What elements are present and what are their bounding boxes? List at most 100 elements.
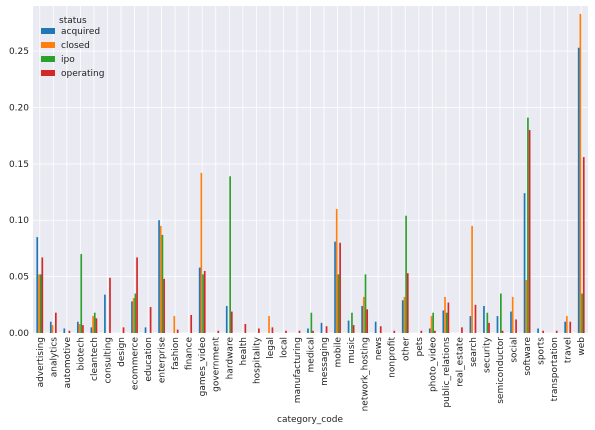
bar-operating xyxy=(447,302,450,333)
x-tick-label: web xyxy=(577,337,587,356)
bar-operating xyxy=(203,270,206,333)
bar-ipo xyxy=(445,312,448,333)
y-tick-label: 0.25 xyxy=(9,47,29,57)
bar-operating xyxy=(95,318,98,333)
legend-label-ipo: ipo xyxy=(61,55,75,65)
bar-operating xyxy=(569,321,572,333)
bar-operating xyxy=(434,330,436,333)
bar-operating xyxy=(149,307,152,333)
legend-swatch-closed xyxy=(41,42,55,48)
x-tick-label: real_estate xyxy=(455,337,465,387)
bar-ipo xyxy=(202,274,204,333)
bar-closed xyxy=(173,316,176,333)
bar-acquired xyxy=(104,294,106,333)
x-tick-label: finance xyxy=(185,337,195,371)
bar-operating xyxy=(122,327,125,333)
bar-acquired xyxy=(334,241,336,333)
x-tick-label: transportation xyxy=(550,337,560,401)
x-tick-label: consulting xyxy=(103,337,113,384)
bar-closed xyxy=(200,172,203,333)
bar-acquired xyxy=(442,310,445,333)
bar-operating xyxy=(474,304,477,333)
bar-acquired xyxy=(428,328,431,333)
y-tick-label: 0.05 xyxy=(9,273,29,283)
bar-ipo xyxy=(581,293,583,333)
bar-acquired xyxy=(469,316,472,333)
x-tick-label: legal xyxy=(266,337,276,359)
x-tick-label: hospitality xyxy=(252,336,262,384)
bar-ipo xyxy=(500,293,502,333)
bar-operating xyxy=(217,330,220,333)
x-axis-ticks: advertising analytics automotive biotech cle… xyxy=(36,336,587,411)
bar-ipo xyxy=(364,274,367,333)
x-tick-label: ecommerce xyxy=(131,337,141,391)
bar-acquired xyxy=(49,321,52,333)
bar-operating xyxy=(515,319,517,333)
x-tick-label: cleantech xyxy=(90,337,100,381)
bar-closed xyxy=(132,298,135,333)
legend-swatch-operating xyxy=(41,70,55,76)
bar-acquired xyxy=(198,267,201,333)
bar-closed xyxy=(362,296,365,333)
bar-operating xyxy=(298,330,301,333)
bar-operating xyxy=(488,322,490,333)
bar-acquired xyxy=(577,47,580,333)
bar-operating xyxy=(312,330,314,333)
x-tick-label: design xyxy=(117,337,127,367)
bar-acquired xyxy=(374,321,377,333)
bar-ipo xyxy=(432,312,435,333)
bar-operating xyxy=(136,257,138,333)
bar-operating xyxy=(82,325,84,333)
x-tick-label: nonprofit xyxy=(388,337,398,378)
gridlines xyxy=(33,6,588,334)
x-tick-label: messaging xyxy=(320,337,330,386)
bar-operating xyxy=(68,330,71,333)
x-tick-label: health xyxy=(239,337,249,366)
x-tick-label: news xyxy=(374,337,384,361)
bar-closed xyxy=(525,280,528,333)
bars xyxy=(36,13,585,334)
x-tick-label: analytics xyxy=(49,337,59,378)
legend-swatch-ipo xyxy=(41,56,55,62)
bar-operating xyxy=(420,330,423,333)
x-tick-label: public_relations xyxy=(442,337,452,408)
bar-closed xyxy=(335,208,338,333)
x-tick-label: network_hosting xyxy=(361,337,371,411)
x-tick-label: automotive xyxy=(63,337,73,389)
bar-acquired xyxy=(510,311,512,333)
bar-ipo xyxy=(93,312,96,333)
legend-label-acquired: acquired xyxy=(61,27,100,37)
y-tick-label: 0.10 xyxy=(9,216,29,226)
bar-acquired xyxy=(564,321,567,333)
bar-operating xyxy=(528,130,531,333)
bar-operating xyxy=(366,309,369,333)
x-tick-label: hardware xyxy=(225,337,235,380)
x-tick-label: pets xyxy=(415,337,425,357)
bar-closed xyxy=(471,225,473,333)
bar-acquired xyxy=(63,328,66,333)
bar-operating xyxy=(352,325,355,333)
x-tick-label: enterprise xyxy=(158,337,168,384)
bar-acquired xyxy=(144,327,147,333)
bar-acquired xyxy=(76,321,79,333)
bar-acquired xyxy=(307,328,309,333)
bar-operating xyxy=(271,327,274,333)
bar-operating xyxy=(339,242,341,333)
x-tick-label: security xyxy=(482,336,492,373)
x-tick-label: music xyxy=(347,337,357,364)
x-tick-label: photo_video xyxy=(428,337,438,393)
bar-closed xyxy=(403,296,406,333)
bar-closed xyxy=(51,325,54,333)
x-axis-title: category_code xyxy=(277,415,343,425)
bar-operating xyxy=(258,328,260,333)
bar-operating xyxy=(582,157,585,333)
bar-ipo xyxy=(405,215,407,333)
bar-closed xyxy=(444,296,446,333)
bar-operating xyxy=(163,278,165,333)
bar-operating xyxy=(190,314,193,333)
bar-ipo xyxy=(80,254,83,333)
bar-operating xyxy=(325,326,328,333)
bar-acquired xyxy=(320,322,323,333)
legend-swatch-acquired xyxy=(41,28,55,34)
bar-operating xyxy=(461,327,463,333)
